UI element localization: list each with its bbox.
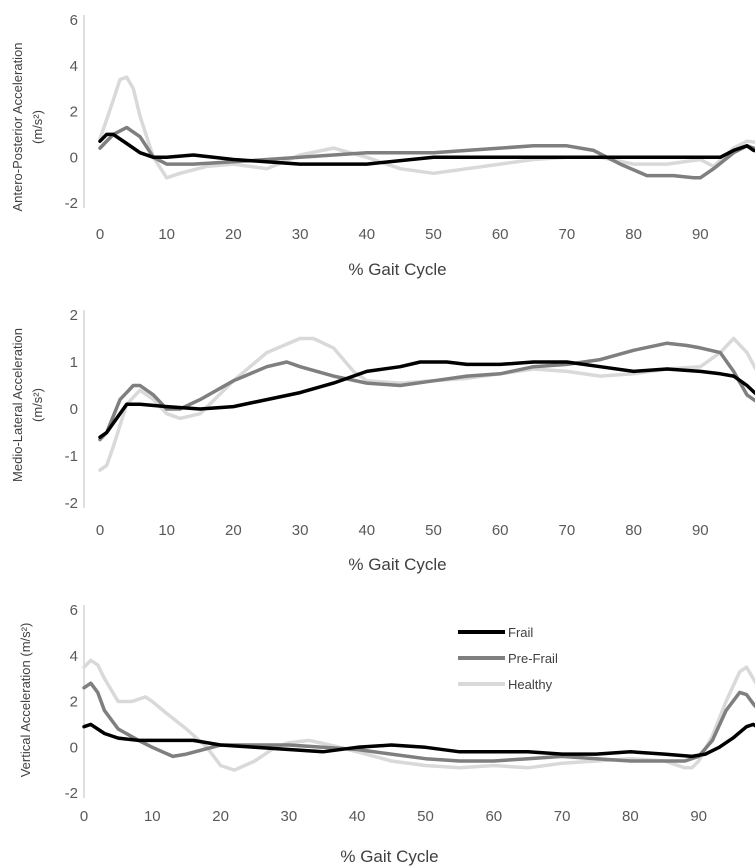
x-tick-label: 70 <box>559 226 576 243</box>
legend: Frail Pre-Frail Healthy <box>458 625 558 692</box>
x-axis-label: % Gait Cycle <box>348 555 446 574</box>
x-tick-label: 0 <box>96 522 104 539</box>
x-axis-label: % Gait Cycle <box>348 260 446 279</box>
x-tick-label: 90 <box>692 226 709 243</box>
y-tick-label: 0 <box>70 149 78 166</box>
x-tick-label: 40 <box>349 808 366 825</box>
series-line-frail <box>82 722 755 759</box>
x-tick-label: 10 <box>158 226 175 243</box>
x-tick-label: 30 <box>292 226 309 243</box>
y-tick-label: 1 <box>70 354 78 371</box>
y-axis-label: Vertical Acceleration (m/s²) <box>18 623 33 778</box>
x-tick-label: 0 <box>80 808 88 825</box>
x-tick-label: 50 <box>425 522 442 539</box>
x-tick-label: 60 <box>492 522 509 539</box>
y-tick-label: 0 <box>70 401 78 418</box>
y-tick-label: 6 <box>70 602 78 619</box>
x-tick-label: 10 <box>144 808 161 825</box>
series-line-healthy <box>98 75 755 180</box>
series-line-healthy <box>82 658 755 772</box>
y-axis-label: (m/s²) <box>30 110 45 144</box>
series-line-frail <box>98 360 755 439</box>
y-tick-label: 2 <box>70 104 78 121</box>
y-tick-label: -1 <box>65 448 78 465</box>
legend-label-healthy: Healthy <box>508 677 553 692</box>
x-tick-label: 70 <box>554 808 571 825</box>
y-axis-label: Antero-Posterior Acceleration <box>10 42 25 211</box>
x-tick-label: 20 <box>212 808 229 825</box>
x-tick-label: 10 <box>158 522 175 539</box>
y-tick-label: 2 <box>70 694 78 711</box>
y-tick-label: -2 <box>65 495 78 512</box>
x-tick-label: 30 <box>281 808 298 825</box>
legend-label-frail: Frail <box>508 625 533 640</box>
x-tick-label: 60 <box>492 226 509 243</box>
y-tick-label: 2 <box>70 307 78 324</box>
y-tick-label: 0 <box>70 739 78 756</box>
x-tick-label: 0 <box>96 226 104 243</box>
series-line-frail <box>98 132 755 166</box>
x-tick-label: 20 <box>225 226 242 243</box>
x-tick-label: 60 <box>485 808 502 825</box>
x-tick-label: 40 <box>358 226 375 243</box>
x-tick-label: 30 <box>292 522 309 539</box>
y-tick-label: -2 <box>65 785 78 802</box>
series-line-pre-frail <box>98 341 755 442</box>
y-axis-label: Medio-Lateral Acceleration <box>10 328 25 482</box>
x-axis-label: % Gait Cycle <box>340 847 438 866</box>
x-tick-label: 80 <box>625 226 642 243</box>
y-tick-label: -2 <box>65 195 78 212</box>
x-tick-label: 80 <box>622 808 639 825</box>
x-tick-label: 90 <box>690 808 707 825</box>
y-tick-label: 4 <box>70 58 78 75</box>
y-tick-label: 4 <box>70 648 78 665</box>
y-axis-label: (m/s²) <box>30 388 45 422</box>
x-tick-label: 40 <box>358 522 375 539</box>
x-tick-label: 90 <box>692 522 709 539</box>
legend-label-pre-frail: Pre-Frail <box>508 651 558 666</box>
x-tick-label: 70 <box>559 522 576 539</box>
x-tick-label: 50 <box>425 226 442 243</box>
x-tick-label: 20 <box>225 522 242 539</box>
series-line-healthy <box>98 336 755 472</box>
y-tick-label: 6 <box>70 12 78 29</box>
x-tick-label: 50 <box>417 808 434 825</box>
series-line-pre-frail <box>82 681 755 763</box>
x-tick-label: 80 <box>625 522 642 539</box>
